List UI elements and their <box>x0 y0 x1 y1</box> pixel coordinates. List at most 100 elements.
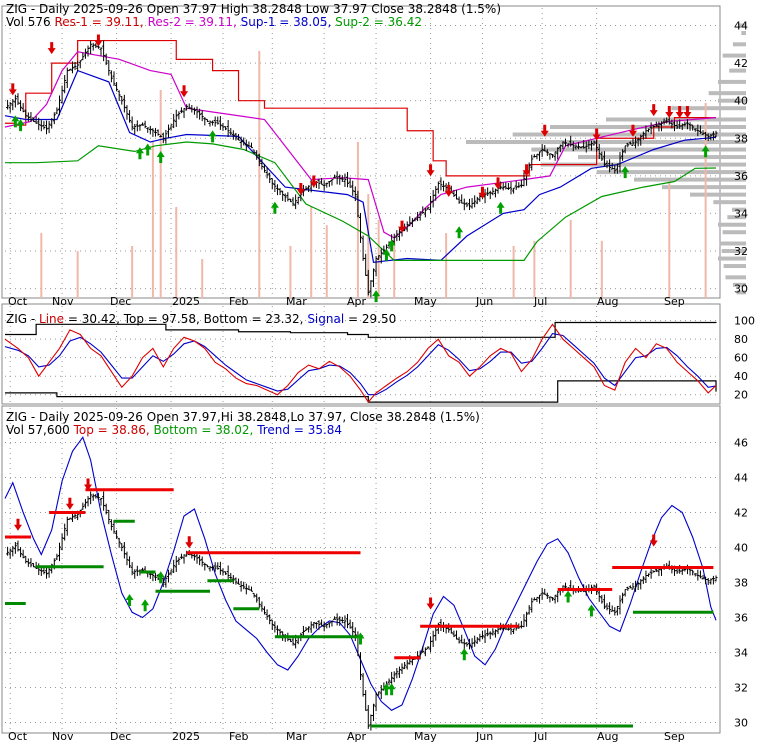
volume-profile-bar <box>718 79 746 84</box>
sell-signal-arrow <box>65 497 74 510</box>
panel-2-y-tick-label: 38 <box>734 577 748 590</box>
panel-2-y-tick-label: 40 <box>734 542 748 555</box>
volume-profile-bar <box>719 241 746 246</box>
panel-0-y-tick-label: 42 <box>734 57 748 70</box>
volume-profile-bar <box>727 215 746 220</box>
panel-0-y-tick-label: 34 <box>734 207 748 220</box>
volume-bar <box>600 240 603 298</box>
sell-signal-arrow <box>47 42 56 55</box>
panel-1-title-item: Line <box>39 312 64 326</box>
sell-signal-arrow <box>665 105 674 118</box>
panel-0-x-tick-label: May <box>414 295 437 308</box>
sell-signal-arrow <box>592 128 601 141</box>
panel-2-title: ZIG - Daily 2025-09-26 Open 37.97,Hi 38.… <box>6 410 480 424</box>
panel-1-y-tick-label: 80 <box>734 333 748 346</box>
volume-bar <box>393 240 396 298</box>
panel-0-legend-item: Res-2 = 39.11, <box>144 15 237 29</box>
res2-line <box>4 51 717 239</box>
volume-bar <box>512 246 515 298</box>
volume-bar <box>569 220 572 298</box>
panel-1-title-item: = 30.42, Top = 97.58, Bottom = 23.32, <box>64 312 307 326</box>
sell-signal-arrow <box>675 105 684 118</box>
buy-signal-arrow <box>208 130 217 143</box>
sell-signal-arrow <box>649 534 658 547</box>
panel-1-title-item: Signal <box>307 312 344 326</box>
sell-signal-arrow <box>426 164 435 177</box>
buy-signal-arrow <box>372 290 381 303</box>
panel-0-y-tick-label: 36 <box>734 170 748 183</box>
buy-signal-arrow <box>455 226 464 239</box>
panel-2-x-tick-label: Jun <box>475 730 493 743</box>
buy-signal-arrow <box>564 590 573 603</box>
volume-bar <box>668 181 671 298</box>
panel-0-y-tick-label: 38 <box>734 132 748 145</box>
panel-2-x-tick-label: Nov <box>52 730 74 743</box>
volume-bar <box>289 246 292 298</box>
volume-profile <box>466 23 746 295</box>
panel-1-title-item: = 29.50 <box>344 312 396 326</box>
panel-2-x-tick-label: Dec <box>110 730 131 743</box>
panel-2-x-tick-label: Sep <box>664 730 685 743</box>
volume-profile-bar <box>741 31 746 36</box>
volume-profile-bar <box>578 155 746 160</box>
buy-signal-arrow <box>143 143 152 156</box>
panel-0-frame <box>1 5 721 299</box>
volume-profile-bar <box>708 91 746 96</box>
sell-signal-arrow <box>84 478 93 491</box>
volume-profile-bar <box>718 222 746 227</box>
volume-bar <box>258 51 261 298</box>
sell-signal-arrow <box>398 220 407 233</box>
buy-signal-arrow <box>460 648 469 661</box>
volume-bar <box>40 233 43 298</box>
volume-bar <box>76 251 79 298</box>
sell-signal-arrow <box>309 175 318 188</box>
volume-bar <box>175 207 178 298</box>
volume-bar <box>367 194 370 298</box>
sup2-line <box>5 141 717 261</box>
panel-2-legend: Vol 57,600 Top = 38.86, Bottom = 38.02, … <box>6 423 342 437</box>
sell-signal-arrow <box>180 85 189 98</box>
volume-profile-bar <box>634 177 746 182</box>
volume-profile-bar <box>732 282 746 287</box>
volume-profile-bar <box>718 98 746 103</box>
volume-profile-bar <box>662 185 746 190</box>
oscillator-top-line <box>5 321 717 338</box>
panel-2-y-tick-label: 30 <box>734 717 748 730</box>
volume-profile-bar <box>671 106 746 111</box>
panel-0-y-tick-label: 44 <box>734 20 748 33</box>
buy-signal-arrow <box>135 147 144 160</box>
panel-1-title-item: ZIG - <box>6 312 39 326</box>
volume-bar <box>159 90 162 298</box>
sell-signal-arrow <box>522 164 531 177</box>
panel-1-y-tick-label: 100 <box>734 315 755 328</box>
volume-profile-bar <box>713 200 746 205</box>
buy-signal-arrow <box>382 248 391 261</box>
panel-0-x-tick-label: 2025 <box>172 295 200 308</box>
volume-profile-bar <box>540 162 746 167</box>
volume-bar <box>356 142 359 298</box>
panel-0-legend-item: Res-1 = 39.11, <box>51 15 144 29</box>
buy-signal-arrow <box>701 145 710 158</box>
volume-profile-bar <box>729 68 746 73</box>
panel-0-x-tick-label: Nov <box>52 295 74 308</box>
panel-0-legend-item: Vol 576 <box>6 15 51 29</box>
panel-0-y-tick-label: 30 <box>734 283 748 296</box>
sell-signal-arrow <box>426 597 435 610</box>
buy-signal-arrow <box>156 571 165 584</box>
panel-0-y-tick-label: 32 <box>734 245 748 258</box>
volume-bar <box>131 246 134 298</box>
panel-0-x-tick-label: Apr <box>347 295 367 308</box>
volume-profile-bar <box>718 256 746 261</box>
buy-signal-arrow <box>387 239 396 252</box>
volume-profile-bar <box>512 132 746 137</box>
volume-bar <box>151 142 154 298</box>
sell-signal-arrow <box>478 186 487 199</box>
sell-signal-arrow <box>185 536 194 549</box>
volume-profile-bar <box>596 170 746 175</box>
sell-signal-arrow <box>649 104 658 117</box>
panel-0-title: ZIG - Daily 2025-09-26 Open 37.97 High 3… <box>6 2 501 16</box>
buy-signal-arrow <box>387 683 396 696</box>
panel-2-frame <box>1 405 721 734</box>
